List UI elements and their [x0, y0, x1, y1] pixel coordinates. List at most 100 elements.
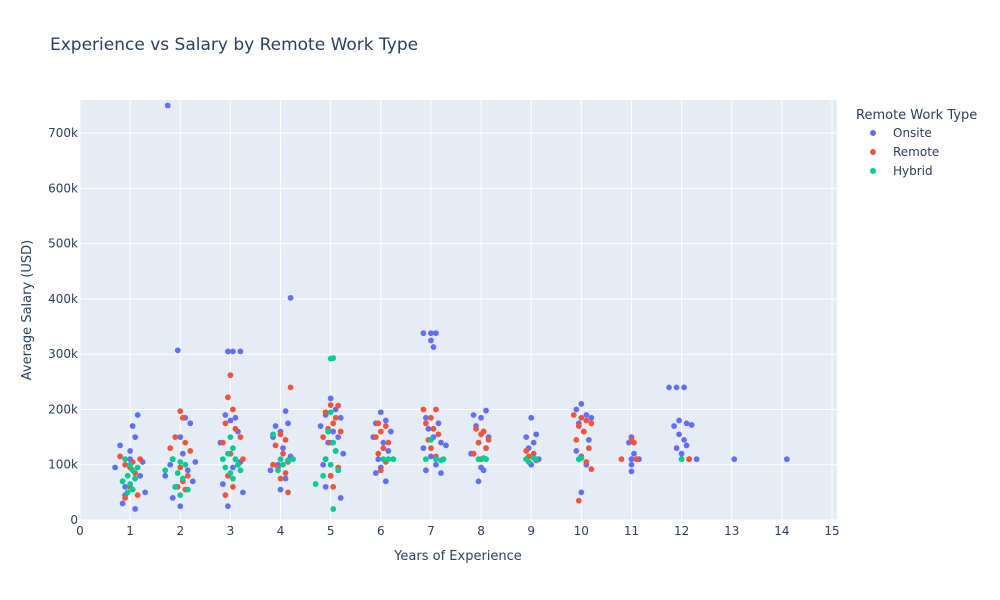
data-point: [327, 461, 334, 468]
data-point: [683, 442, 690, 449]
legend-label[interactable]: Remote: [893, 145, 939, 159]
x-tick-label: 9: [527, 524, 535, 538]
data-point: [177, 459, 184, 465]
data-point: [280, 445, 286, 452]
data-point: [330, 355, 337, 361]
data-point: [330, 439, 337, 446]
data-point: [177, 503, 184, 510]
x-tick-label: 4: [277, 524, 285, 538]
y-axis-label: Average Salary (USD): [20, 240, 35, 380]
data-point: [666, 384, 672, 391]
data-point: [585, 436, 592, 443]
data-point: [177, 434, 184, 441]
data-point: [671, 423, 677, 429]
data-point: [124, 489, 131, 496]
y-axis-ticks: 0 100k 200k 300k 400k 500k 600k 700k: [48, 126, 78, 527]
y-tick-label: 500k: [48, 237, 78, 251]
data-point: [174, 470, 181, 476]
data-point: [122, 494, 129, 501]
data-point: [485, 436, 492, 443]
data-point: [134, 464, 141, 471]
data-point: [420, 445, 427, 452]
data-point: [583, 412, 590, 418]
data-point: [230, 348, 236, 355]
data-point: [382, 417, 389, 424]
data-point: [240, 456, 246, 463]
data-point: [327, 472, 334, 479]
data-point: [483, 456, 489, 463]
data-point: [375, 450, 382, 457]
data-point: [430, 344, 437, 350]
data-point: [578, 401, 585, 407]
x-tick-label: 8: [477, 524, 485, 538]
data-point: [230, 406, 236, 413]
data-point: [127, 448, 134, 454]
data-point: [277, 431, 284, 438]
data-point: [385, 439, 392, 446]
data-point: [132, 475, 139, 482]
data-point: [430, 425, 437, 432]
data-point: [189, 478, 196, 485]
data-point: [134, 412, 141, 418]
data-point: [224, 450, 231, 457]
data-point: [222, 420, 229, 427]
data-point: [224, 394, 231, 401]
x-tick-label: 12: [674, 524, 689, 538]
data-point: [380, 439, 387, 446]
data-point: [287, 384, 294, 391]
data-point: [322, 456, 329, 463]
data-point: [688, 422, 695, 428]
data-point: [428, 337, 434, 344]
data-point: [382, 423, 389, 429]
data-point: [483, 445, 489, 452]
data-point: [277, 456, 284, 463]
data-point: [473, 425, 479, 432]
data-point: [117, 453, 124, 460]
data-point: [112, 464, 118, 471]
data-point: [232, 456, 239, 463]
x-axis-label: Years of Experience: [393, 549, 522, 564]
data-point: [282, 475, 289, 482]
data-point: [330, 483, 337, 490]
series-remote: [117, 372, 693, 504]
data-point: [428, 414, 434, 421]
data-point: [528, 414, 535, 421]
data-point: [122, 483, 129, 490]
data-point: [330, 420, 337, 427]
data-point: [583, 459, 590, 465]
data-point: [580, 428, 587, 435]
x-tick-label: 2: [176, 524, 184, 538]
data-point: [184, 467, 191, 474]
data-point: [162, 472, 169, 479]
data-point: [372, 434, 379, 441]
data-point: [162, 467, 169, 474]
data-point: [330, 428, 337, 435]
data-point: [335, 434, 342, 441]
data-point: [167, 461, 174, 468]
data-point: [237, 434, 244, 441]
x-tick-label: 6: [377, 524, 385, 538]
data-point: [282, 470, 289, 476]
legend-label[interactable]: Hybrid: [893, 164, 933, 178]
data-point: [129, 423, 136, 429]
data-point: [232, 425, 239, 432]
data-point: [523, 434, 530, 441]
data-point: [435, 431, 442, 438]
data-point: [475, 456, 482, 463]
data-points: [112, 102, 790, 512]
data-point: [470, 412, 477, 418]
legend-label[interactable]: Onsite: [893, 126, 932, 140]
data-point: [676, 431, 682, 438]
data-point: [179, 450, 186, 457]
data-point: [275, 467, 281, 474]
data-point: [122, 456, 129, 463]
data-point: [578, 414, 585, 421]
data-point: [686, 456, 693, 463]
data-point: [583, 417, 590, 424]
data-point: [287, 294, 294, 301]
data-point: [320, 461, 327, 468]
data-point: [377, 409, 384, 416]
grid-lines: [79, 100, 837, 521]
data-point: [280, 450, 286, 457]
